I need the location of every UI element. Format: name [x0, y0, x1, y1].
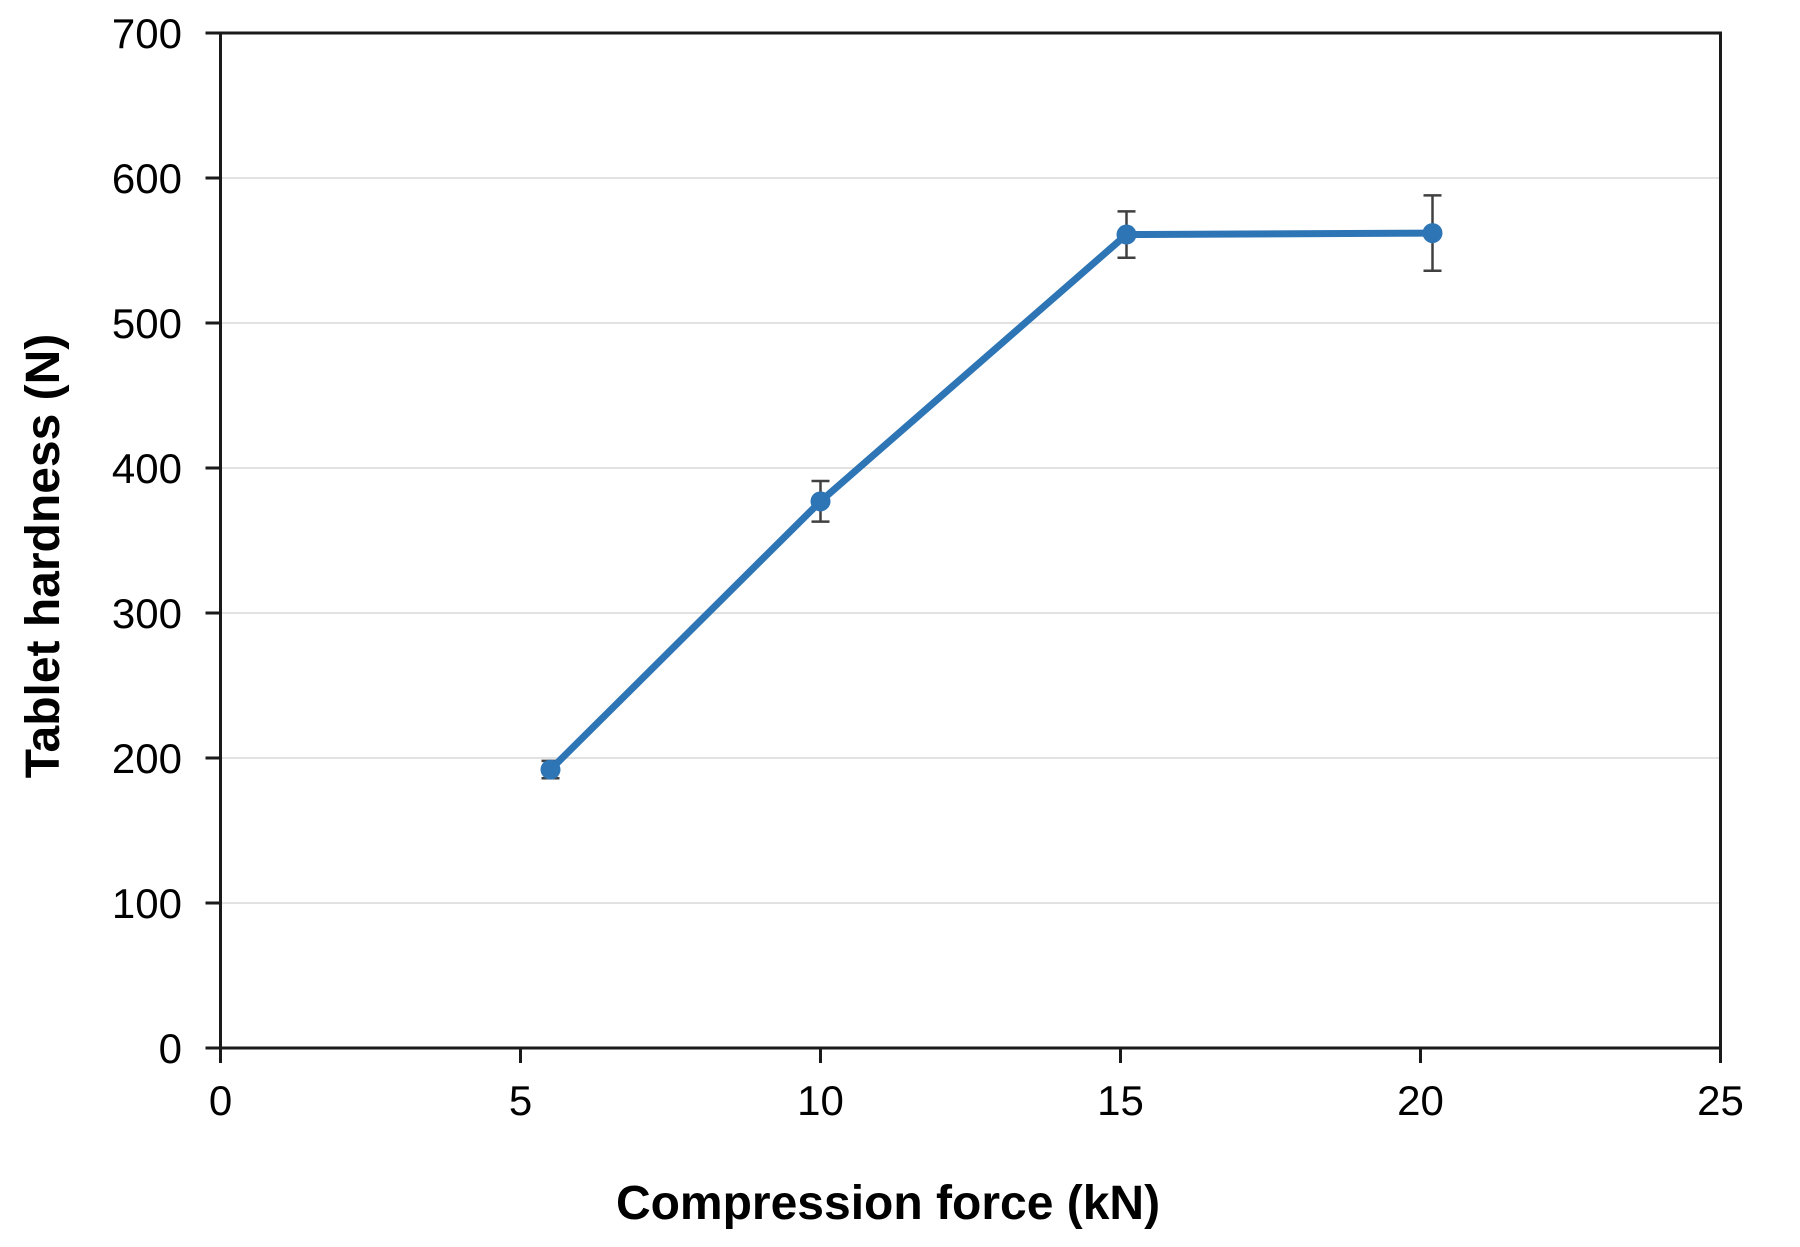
x-tick-label: 20 — [1397, 1077, 1444, 1124]
y-tick-label: 300 — [112, 590, 182, 637]
data-point-marker — [1116, 224, 1137, 245]
plot-border — [220, 31, 1722, 1048]
data-point-marker — [540, 759, 561, 780]
y-tick-label: 0 — [159, 1025, 182, 1072]
x-axis-title: Compression force (kN) — [615, 1177, 1161, 1230]
x-tick-label: 5 — [509, 1077, 532, 1124]
x-tick-label: 25 — [1697, 1077, 1744, 1124]
x-tick-label: 15 — [1097, 1077, 1144, 1124]
data-point-marker — [1422, 223, 1443, 244]
data-point-marker — [810, 491, 831, 512]
y-axis-title: Tablet hardness (N) — [17, 333, 70, 779]
y-tick-label: 500 — [112, 300, 182, 347]
series-line — [547, 229, 1436, 774]
x-tick-label: 0 — [209, 1077, 232, 1124]
y-tick-label: 400 — [112, 445, 182, 492]
x-tick-label: 10 — [797, 1077, 844, 1124]
y-tick-label: 100 — [112, 880, 182, 927]
y-tick-label: 200 — [112, 735, 182, 782]
y-tick-label: 700 — [112, 10, 182, 57]
y-tick-label: 600 — [112, 155, 182, 202]
